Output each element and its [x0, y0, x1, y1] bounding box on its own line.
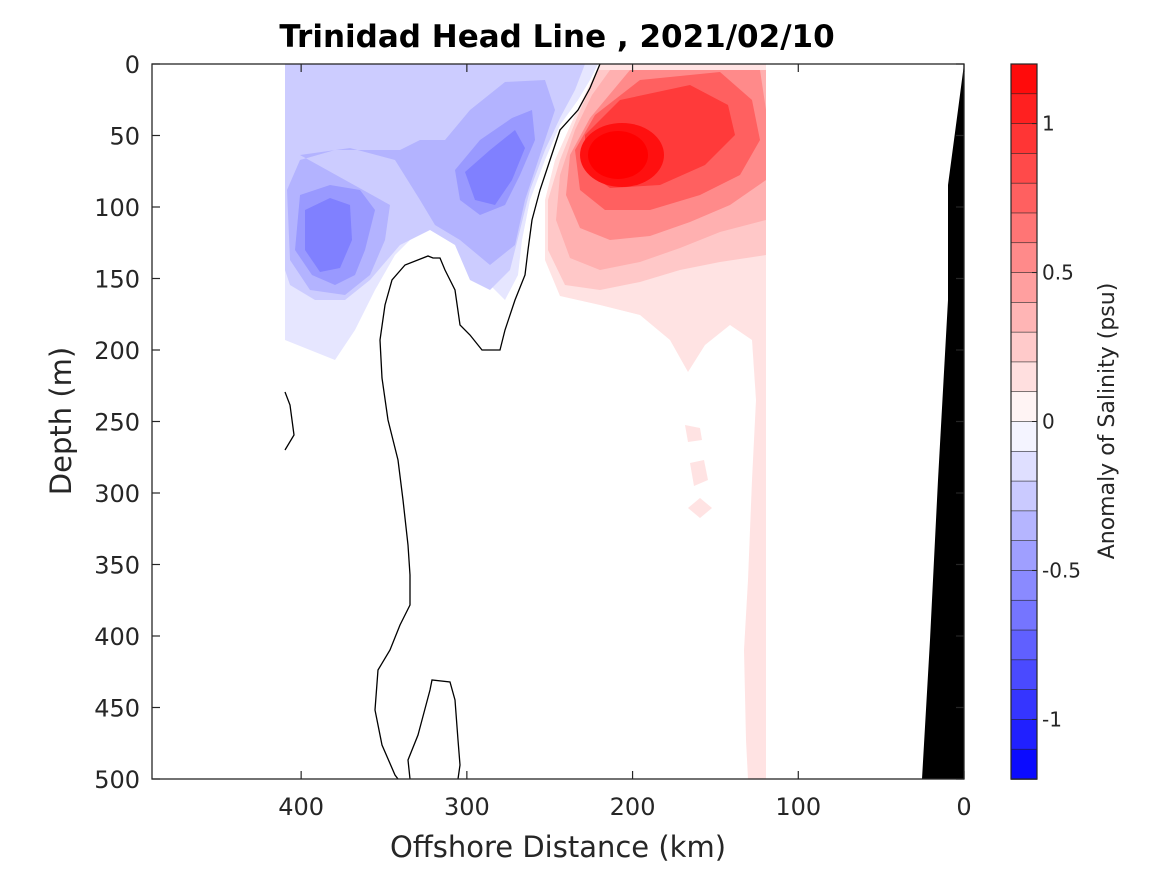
bottom-topography: [922, 64, 964, 779]
y-tick-label: 500: [94, 766, 140, 794]
colorbar: 1 0.5 0 -0.5 -1: [1010, 63, 1081, 780]
negative-anomaly-field-0.5-b: [465, 130, 525, 205]
y-tick-label: 300: [94, 480, 140, 508]
zero-contour-left-segment: [284, 391, 295, 451]
colorbar-band: [1010, 331, 1038, 363]
colorbar-tick-label: 0: [1042, 410, 1055, 434]
x-tick-label: 0: [956, 793, 971, 821]
colorbar-band: [1010, 182, 1038, 214]
colorbar-band: [1010, 629, 1038, 661]
colorbar-band: [1010, 510, 1038, 542]
x-tick-label: 300: [444, 793, 490, 821]
colorbar-band: [1010, 361, 1038, 393]
colorbar-band: [1010, 63, 1038, 95]
x-axis-label: Offshore Distance (km): [390, 830, 726, 864]
y-tick-label: 250: [94, 409, 140, 437]
colorbar-band: [1010, 153, 1038, 184]
colorbar-tick-label: -1: [1042, 707, 1062, 731]
positive-anomaly-field-0.1-patch-1: [685, 425, 702, 442]
colorbar-label: Anomaly of Salinity (psu): [1095, 283, 1120, 560]
positive-anomaly-field-0.1-patch-2: [690, 460, 708, 486]
negative-anomaly-field-0.5: [305, 198, 352, 272]
y-tick-label: 200: [94, 337, 140, 365]
y-tick-label: 150: [94, 266, 140, 294]
colorbar-band: [1010, 480, 1038, 512]
colorbar-band: [1010, 391, 1038, 423]
colorbar-band: [1010, 212, 1038, 244]
colorbar-band: [1010, 748, 1038, 780]
colorbar-band: [1010, 599, 1038, 631]
colorbar-band: [1010, 272, 1038, 304]
zero-contour-bottom-lobe: [407, 679, 461, 779]
chart-title: Trinidad Head Line , 2021/02/10: [279, 19, 834, 55]
colorbar-tick-label: -0.5: [1042, 558, 1081, 582]
colorbar-band: [1010, 540, 1038, 572]
y-tick-label: 400: [94, 623, 140, 651]
colorbar-band: [1010, 123, 1038, 155]
colorbar-band: [1010, 242, 1038, 274]
colorbar-band: [1010, 302, 1038, 333]
plot-area: [152, 64, 964, 779]
colorbar-band: [1010, 421, 1038, 453]
y-tick-label: 0: [125, 51, 140, 79]
x-tick-label: 200: [610, 793, 656, 821]
zero-contour-main: [374, 64, 601, 779]
colorbar-band: [1010, 659, 1038, 691]
x-tick-label: 100: [775, 793, 821, 821]
positive-anomaly-core-center: [588, 131, 648, 179]
positive-anomaly-field-0.1-patch-3: [688, 498, 712, 518]
colorbar-band: [1010, 450, 1038, 482]
y-tick-label: 100: [94, 194, 140, 222]
colorbar-band: [1010, 93, 1038, 125]
colorbar-band: [1010, 570, 1038, 602]
x-tick-label: 400: [278, 793, 324, 821]
colorbar-tick-label: 0.5: [1042, 261, 1074, 285]
y-tick-label: 50: [109, 123, 140, 151]
colorbar-band: [1010, 689, 1038, 721]
y-tick-label: 450: [94, 695, 140, 723]
y-axis-label: Depth (m): [44, 347, 78, 495]
zero-contours: [284, 64, 601, 779]
y-tick-label: 350: [94, 552, 140, 580]
colorbar-tick-label: 1: [1042, 112, 1055, 136]
y-axis: 0 50 100 150 200 250 300 350 400 450 500: [94, 51, 964, 794]
colorbar-band: [1010, 719, 1038, 751]
x-axis: 400 300 200 100 0: [278, 64, 972, 821]
